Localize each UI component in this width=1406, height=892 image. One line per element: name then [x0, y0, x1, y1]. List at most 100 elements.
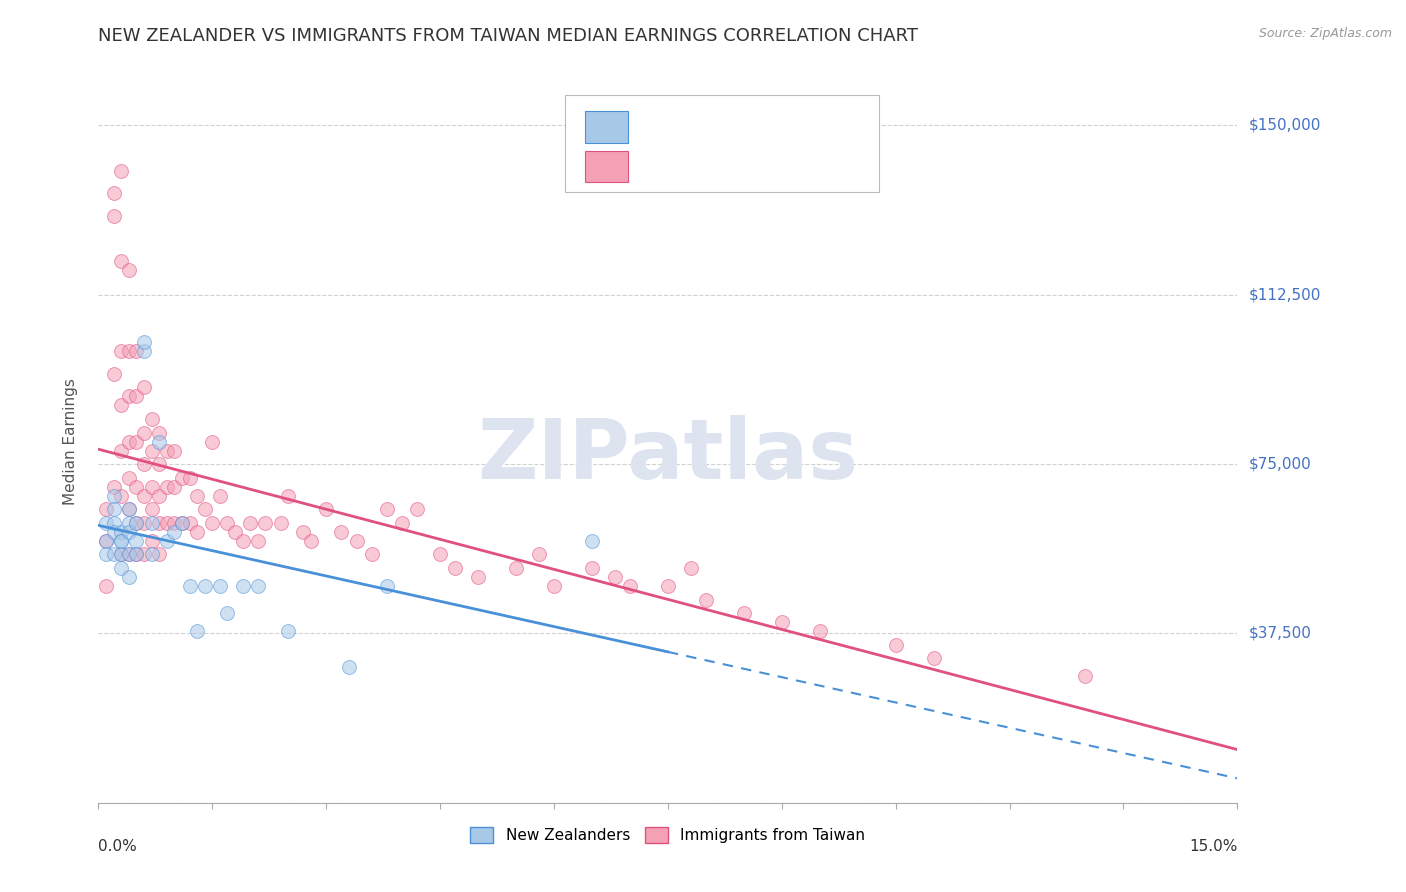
- Point: [922, 651, 945, 665]
- Point: [186, 524, 208, 539]
- Point: [118, 516, 141, 530]
- Point: [232, 579, 254, 593]
- Point: [118, 570, 141, 584]
- Point: [132, 380, 155, 394]
- Point: [444, 561, 467, 575]
- Point: [808, 624, 831, 639]
- Point: [141, 480, 163, 494]
- Point: [110, 489, 132, 503]
- Point: [375, 502, 398, 516]
- Point: [603, 570, 626, 584]
- Point: [884, 638, 907, 652]
- Point: [148, 425, 170, 440]
- Point: [695, 592, 717, 607]
- Text: $37,500: $37,500: [1249, 626, 1312, 641]
- Point: [110, 163, 132, 178]
- FancyBboxPatch shape: [585, 151, 628, 182]
- Point: [201, 516, 224, 530]
- Point: [224, 524, 246, 539]
- Point: [94, 548, 117, 562]
- Point: [315, 502, 337, 516]
- Point: [132, 425, 155, 440]
- Point: [148, 434, 170, 449]
- Point: [110, 533, 132, 548]
- Point: [118, 524, 141, 539]
- Point: [292, 524, 315, 539]
- Point: [141, 502, 163, 516]
- Point: [391, 516, 413, 530]
- Text: N = 40: N = 40: [765, 113, 827, 131]
- Point: [156, 533, 179, 548]
- Point: [118, 502, 141, 516]
- Point: [170, 470, 193, 484]
- Point: [581, 561, 603, 575]
- Point: [254, 516, 277, 530]
- Point: [141, 412, 163, 426]
- Point: [208, 579, 231, 593]
- Point: [103, 367, 125, 381]
- Point: [118, 470, 141, 484]
- Point: [186, 624, 208, 639]
- Point: [527, 548, 550, 562]
- Point: [277, 624, 299, 639]
- Point: [94, 516, 117, 530]
- Text: R = -0.060: R = -0.060: [640, 153, 728, 171]
- Text: Source: ZipAtlas.com: Source: ZipAtlas.com: [1258, 27, 1392, 40]
- Point: [103, 524, 125, 539]
- Point: [118, 344, 141, 359]
- Point: [330, 524, 353, 539]
- Point: [163, 443, 186, 458]
- Point: [94, 533, 117, 548]
- Point: [110, 533, 132, 548]
- Point: [179, 470, 201, 484]
- Point: [179, 516, 201, 530]
- Point: [360, 548, 382, 562]
- Point: [118, 389, 141, 403]
- Text: 0.0%: 0.0%: [98, 838, 138, 854]
- Point: [186, 489, 208, 503]
- Point: [110, 398, 132, 412]
- Point: [125, 533, 148, 548]
- Point: [132, 489, 155, 503]
- Point: [208, 489, 231, 503]
- Point: [118, 548, 141, 562]
- Text: $112,500: $112,500: [1249, 287, 1320, 302]
- Point: [148, 516, 170, 530]
- Legend: New Zealanders, Immigrants from Taiwan: New Zealanders, Immigrants from Taiwan: [464, 822, 872, 849]
- Point: [118, 434, 141, 449]
- Text: NEW ZEALANDER VS IMMIGRANTS FROM TAIWAN MEDIAN EARNINGS CORRELATION CHART: NEW ZEALANDER VS IMMIGRANTS FROM TAIWAN …: [98, 27, 918, 45]
- Point: [132, 335, 155, 350]
- Point: [679, 561, 702, 575]
- Point: [1074, 669, 1097, 683]
- Point: [246, 579, 269, 593]
- Point: [103, 480, 125, 494]
- Point: [148, 548, 170, 562]
- Point: [299, 533, 322, 548]
- Point: [156, 443, 179, 458]
- Point: [657, 579, 679, 593]
- Point: [125, 389, 148, 403]
- Point: [239, 516, 262, 530]
- Point: [103, 502, 125, 516]
- Point: [110, 548, 132, 562]
- Point: [194, 502, 217, 516]
- Point: [94, 502, 117, 516]
- Text: 15.0%: 15.0%: [1189, 838, 1237, 854]
- Point: [179, 579, 201, 593]
- Point: [103, 186, 125, 201]
- Point: [94, 579, 117, 593]
- Text: $75,000: $75,000: [1249, 457, 1312, 472]
- Point: [170, 516, 193, 530]
- Point: [132, 516, 155, 530]
- Point: [132, 344, 155, 359]
- Point: [467, 570, 489, 584]
- Point: [110, 344, 132, 359]
- Point: [581, 533, 603, 548]
- Point: [170, 516, 193, 530]
- Point: [406, 502, 429, 516]
- Point: [125, 548, 148, 562]
- Point: [194, 579, 217, 593]
- Point: [125, 344, 148, 359]
- Point: [163, 480, 186, 494]
- Point: [125, 480, 148, 494]
